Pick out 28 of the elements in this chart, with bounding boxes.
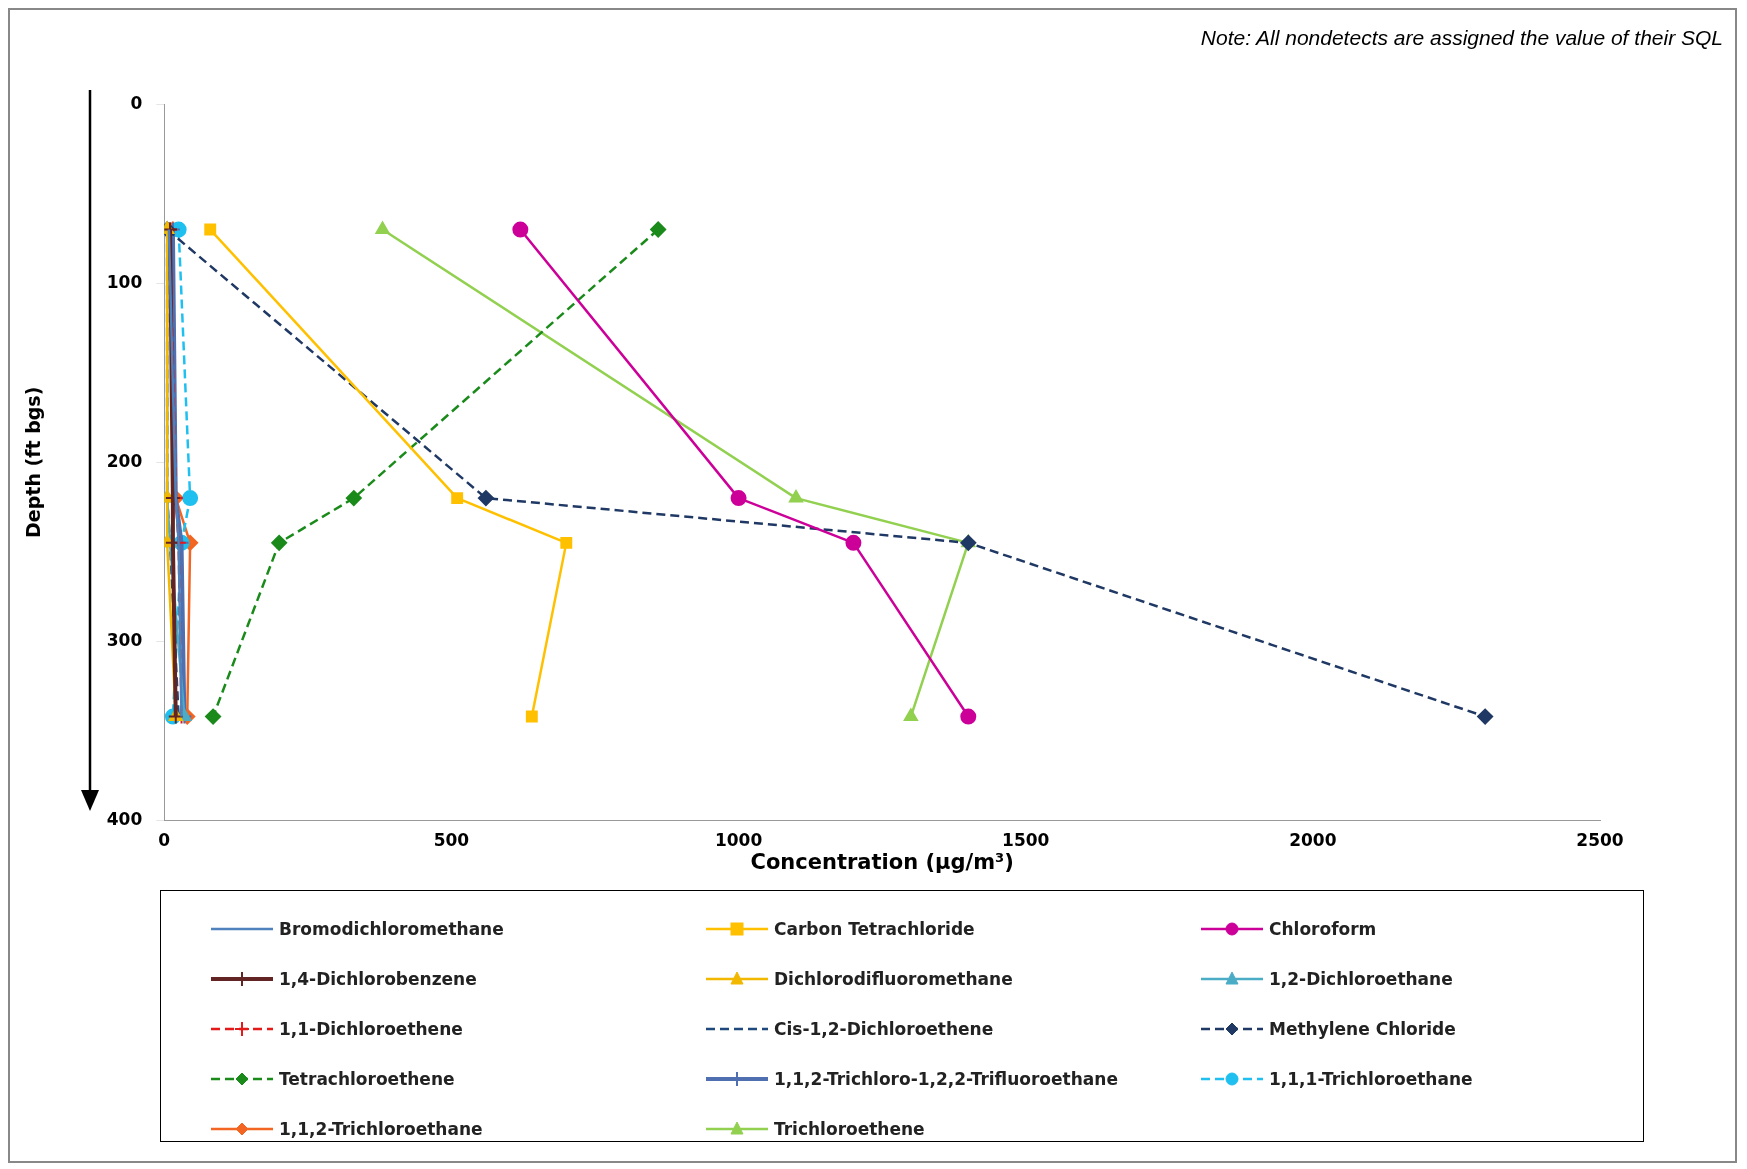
x-tick-label: 1000 [714, 830, 763, 851]
y-tick-label: 0 [130, 92, 143, 113]
x-tick-label: 2000 [1289, 830, 1337, 851]
y-axis-title: Depth (ft bgs) [22, 386, 45, 538]
legend-label: 1,1,2-Trichloro-1,2,2-Trifluoroethane [774, 1069, 1118, 1089]
x-tick-label: 0 [158, 830, 171, 851]
y-tick-label: 200 [106, 450, 143, 471]
y-tick-label: 100 [106, 271, 143, 292]
legend-label: Methylene Chloride [1269, 1019, 1456, 1039]
legend-label: 1,1-Dichloroethene [279, 1019, 463, 1039]
text: Note: All nondetects are assigned the value of their SQL [1200, 26, 1723, 50]
legend-label: Trichloroethene [774, 1119, 925, 1139]
x-axis-title: Concentration (µg/m³) [750, 849, 1014, 874]
x-tick-label: 2500 [1576, 830, 1624, 851]
legend-label: Cis-1,2-Dichloroethene [774, 1019, 994, 1039]
legend-label: Tetrachloroethene [279, 1069, 455, 1089]
legend-label: Bromodichloromethane [279, 919, 504, 939]
legend-label: 1,4-Dichlorobenzene [279, 969, 477, 989]
legend-label: Carbon Tetrachloride [774, 919, 975, 939]
x-tick-label: 500 [433, 830, 470, 851]
legend-label: 1,1,1-Trichloroethane [1269, 1069, 1473, 1089]
legend-label: Dichlorodifluoromethane [774, 969, 1013, 989]
y-tick-label: 400 [106, 808, 143, 829]
x-tick-label: 1500 [1002, 830, 1050, 851]
legend-label: 1,1,2-Trichloroethane [279, 1119, 483, 1139]
y-tick-label: 300 [106, 629, 143, 650]
legend-label: Chloroform [1269, 919, 1377, 939]
legend-label: 1,2-Dichloroethane [1269, 969, 1453, 989]
